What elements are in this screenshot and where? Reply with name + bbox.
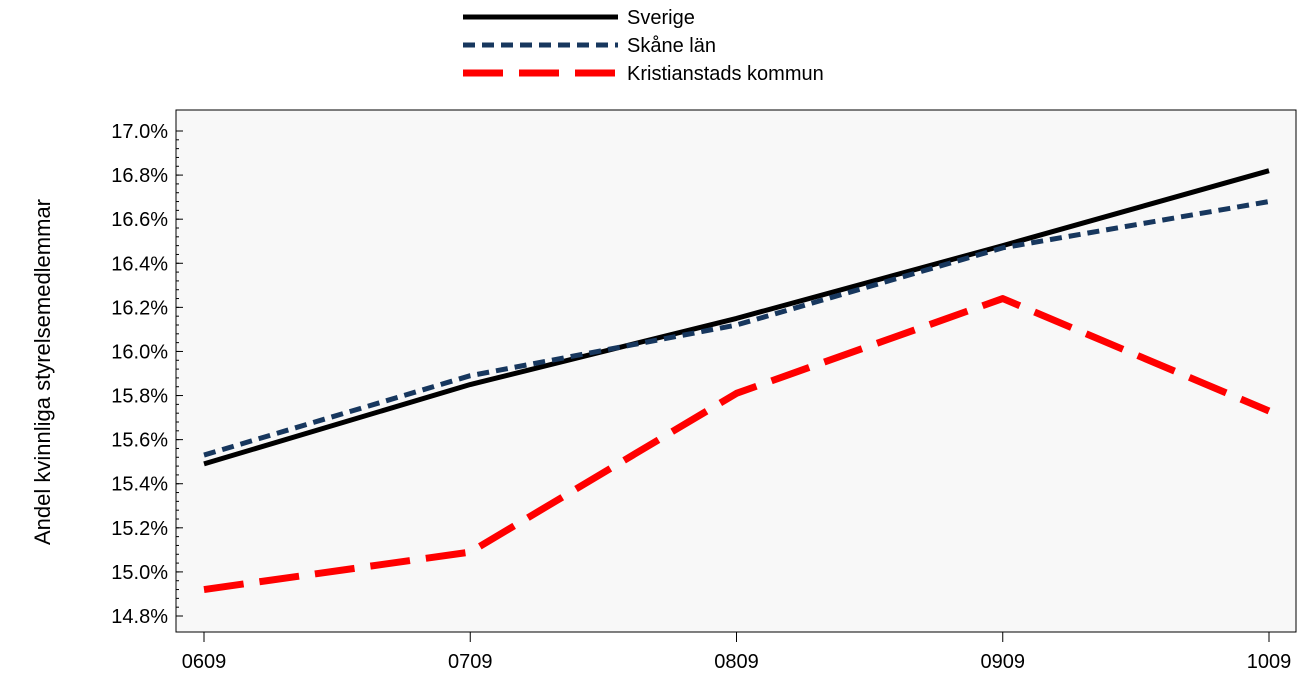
legend-label-1: Sverige bbox=[627, 7, 695, 29]
y-axis: 14.8% 15.0% 15.2% 15.4% 15.6% 15.8% 16.0% 16.2%… bbox=[111, 121, 183, 628]
y-tick-label: 17.0% bbox=[111, 121, 168, 143]
legend-label-2: Skåne län bbox=[627, 35, 716, 57]
series-layer bbox=[203, 168, 1271, 594]
x-tick-label: 1009 bbox=[1247, 651, 1292, 673]
x-tick-label: 0909 bbox=[981, 651, 1026, 673]
y-tick-label: 16.4% bbox=[111, 253, 168, 275]
y-tick-label: 16.0% bbox=[111, 341, 168, 363]
y-tick-label: 15.4% bbox=[111, 474, 168, 496]
legend: Sverige Skåne län Kristianstads kommun bbox=[463, 7, 824, 85]
y-tick-label: 15.8% bbox=[111, 386, 168, 408]
x-tick-label: 0609 bbox=[182, 651, 227, 673]
plot-area bbox=[175, 109, 1297, 633]
legend-label-3: Kristianstads kommun bbox=[627, 63, 824, 85]
x-axis: 0609 0709 0809 0909 1009 bbox=[182, 632, 1292, 673]
x-tick-label: 0709 bbox=[448, 651, 493, 673]
series-line-2 bbox=[203, 199, 1270, 458]
y-tick-label: 15.2% bbox=[111, 518, 168, 540]
y-tick-label: 16.2% bbox=[111, 297, 168, 319]
y-tick-label: 15.0% bbox=[111, 562, 168, 584]
y-axis-title: Andel kvinnliga styrelsemedlemmar bbox=[30, 199, 55, 545]
x-tick-label: 0809 bbox=[714, 651, 759, 673]
y-tick-label: 14.8% bbox=[111, 606, 168, 628]
y-tick-label: 16.8% bbox=[111, 165, 168, 187]
y-tick-label: 15.6% bbox=[111, 430, 168, 452]
y-tick-label: 16.6% bbox=[111, 209, 168, 231]
